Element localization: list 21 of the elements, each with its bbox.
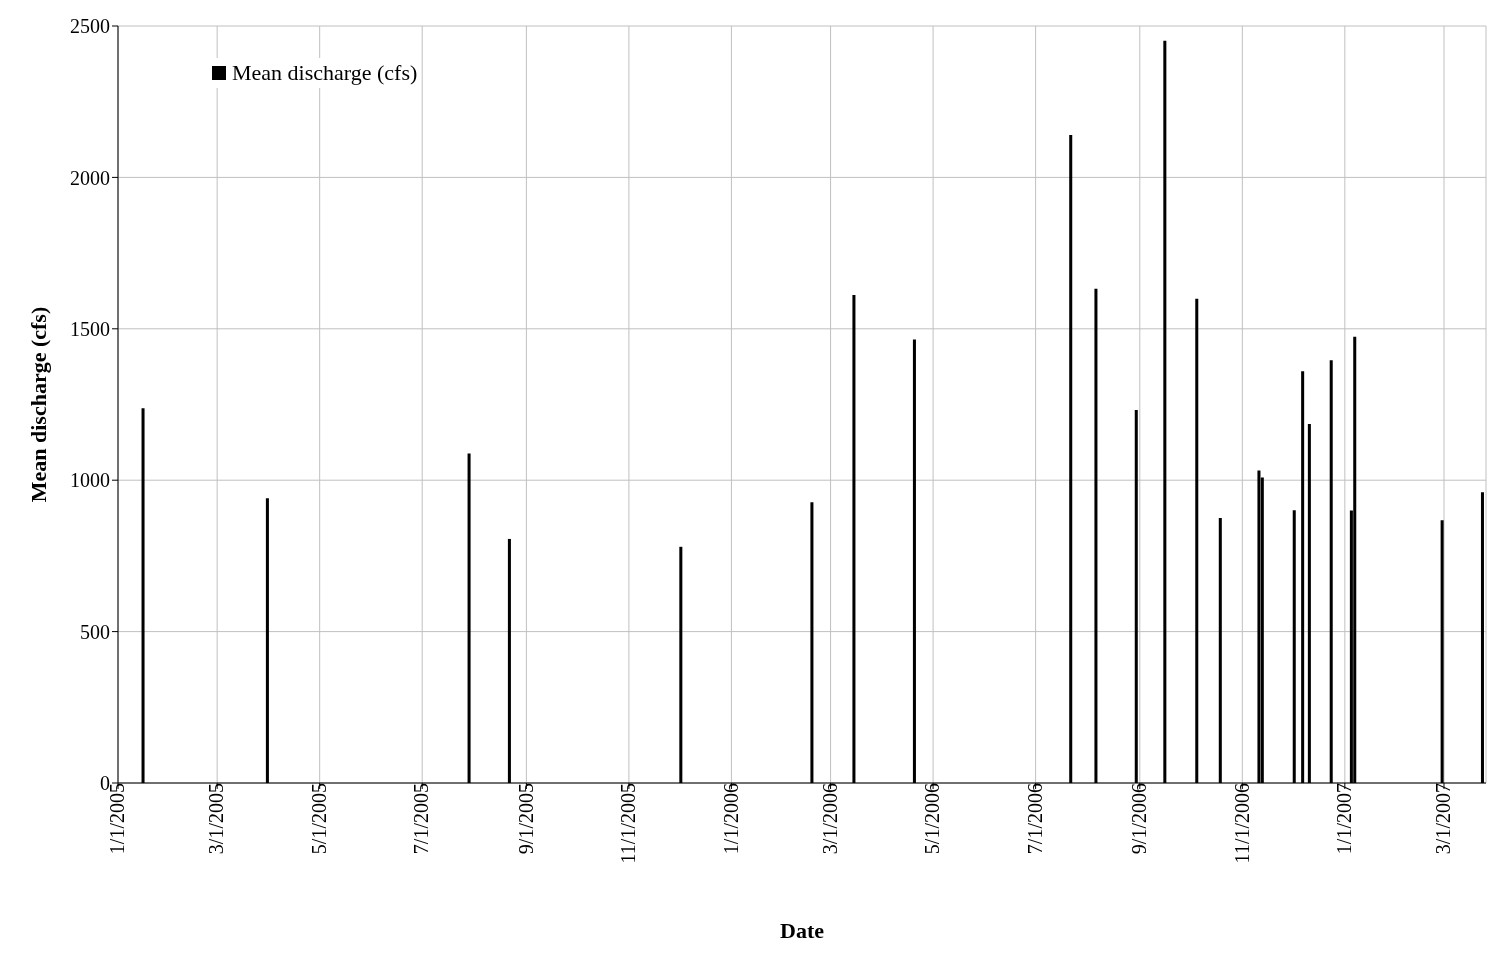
x-tick-label: 1/1/2007 (1333, 783, 1356, 855)
y-tick-label: 500 (80, 620, 110, 643)
x-tick-label: 3/1/2005 (205, 783, 228, 855)
x-tick-label: 3/1/2007 (1432, 783, 1455, 855)
x-tick-label: 7/1/2006 (1023, 783, 1046, 855)
y-tick-label: 1000 (70, 469, 110, 492)
y-axis-title: Mean discharge (cfs) (25, 306, 51, 503)
x-tick-label: 5/1/2006 (921, 783, 944, 855)
x-tick-label: 9/1/2006 (1128, 783, 1150, 855)
y-tick-label: 2000 (70, 166, 110, 189)
x-tick-label: 11/1/2005 (617, 783, 640, 864)
x-tick-label: 5/1/2005 (307, 783, 330, 855)
x-tick-label: 11/1/2006 (1230, 783, 1253, 864)
x-axis-title: Date (780, 918, 825, 943)
y-tick-label: 2500 (70, 15, 110, 38)
legend-label: Mean discharge (cfs) (232, 60, 418, 86)
x-tick-label: 7/1/2005 (410, 783, 433, 855)
x-tick-label: 1/1/2006 (719, 783, 742, 855)
x-tick-label: 9/1/2005 (514, 783, 537, 855)
y-tick-label: 1500 (70, 317, 110, 340)
x-tick-label: 3/1/2006 (818, 783, 841, 855)
